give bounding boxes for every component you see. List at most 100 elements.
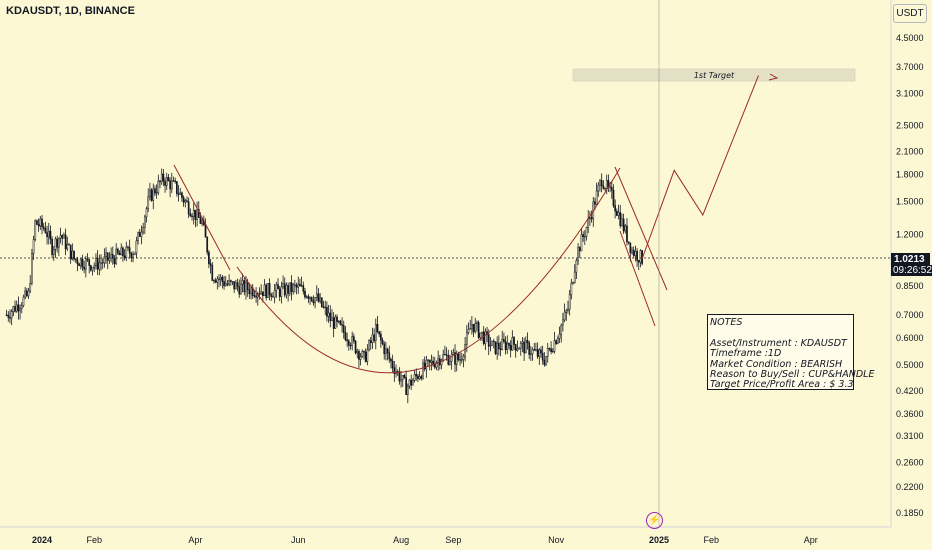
candle <box>130 253 133 258</box>
candle <box>127 246 129 248</box>
candle <box>93 265 96 268</box>
candle <box>245 281 247 293</box>
candle <box>275 284 278 291</box>
candle <box>76 259 79 265</box>
candle <box>585 227 588 237</box>
y-tick-label: 0.8500 <box>896 281 924 291</box>
candle <box>582 234 584 237</box>
candle <box>437 358 440 363</box>
candle <box>496 342 499 354</box>
candle <box>25 290 28 297</box>
candle <box>273 289 276 298</box>
candle <box>206 237 209 253</box>
candle <box>320 297 323 307</box>
candle <box>622 218 625 232</box>
handle-upper-line <box>614 166 668 291</box>
candle <box>535 349 537 351</box>
candle <box>115 248 118 264</box>
candle <box>307 296 310 300</box>
lightning-icon[interactable]: ⚡ <box>646 512 663 529</box>
candle <box>12 306 15 312</box>
target-zone[interactable] <box>572 68 856 82</box>
candle <box>36 220 38 225</box>
candle <box>236 282 239 287</box>
drawing-tools[interactable] <box>173 73 779 374</box>
candle <box>543 359 546 365</box>
candle <box>243 280 246 293</box>
candle <box>142 227 144 233</box>
candle <box>624 225 627 232</box>
candle <box>557 338 559 344</box>
candle <box>327 312 330 317</box>
candle <box>238 286 241 295</box>
candle <box>400 379 402 382</box>
candle <box>219 277 222 280</box>
candle <box>105 252 107 257</box>
y-axis[interactable]: 4.5000 3.7000 3.1000 2.5000 2.1000 1.8000 1.50… <box>890 0 924 527</box>
symbol-title[interactable]: KDAUSDT, 1D, BINANCE <box>6 5 135 17</box>
candle <box>337 320 340 322</box>
x-axis[interactable]: 2024 Feb Apr Jun Aug Sep Nov 2025 Feb Apr <box>0 526 891 545</box>
candle <box>123 255 126 258</box>
candle <box>278 288 281 297</box>
candle <box>71 250 74 260</box>
candle <box>283 283 286 296</box>
candle <box>464 344 466 357</box>
candle <box>297 283 300 288</box>
candle <box>143 216 146 228</box>
candle <box>34 220 37 240</box>
candle <box>29 283 32 292</box>
y-tick-label: 0.3100 <box>896 431 924 441</box>
candle <box>117 248 119 254</box>
x-tick-label: Sep <box>445 535 461 545</box>
y-tick-label: 2.1000 <box>896 146 924 156</box>
candle <box>401 375 404 380</box>
candle <box>513 337 515 345</box>
projection-path <box>641 75 759 260</box>
candle <box>342 325 345 333</box>
candle <box>241 280 244 285</box>
candle <box>354 340 357 354</box>
candle <box>169 180 171 190</box>
candle <box>363 350 365 353</box>
candle <box>290 282 293 293</box>
candle <box>300 285 303 287</box>
candle <box>39 218 42 227</box>
y-tick-label: 0.4200 <box>896 386 924 396</box>
candle <box>347 340 350 346</box>
candle <box>605 180 608 190</box>
candle <box>95 257 97 267</box>
y-tick-label: 0.2200 <box>896 482 924 492</box>
y-tick-label: 0.6000 <box>896 333 924 343</box>
candle <box>418 376 421 379</box>
candle <box>302 285 305 292</box>
candle <box>122 247 124 257</box>
candle <box>570 282 573 296</box>
candle <box>379 333 382 341</box>
candle <box>194 209 197 220</box>
candle <box>349 344 352 347</box>
candle <box>450 354 453 362</box>
candle <box>435 362 438 368</box>
candle <box>73 250 75 260</box>
candle <box>621 218 623 226</box>
notes-line: Timeframe :1D <box>710 348 782 360</box>
downtrend-line <box>173 164 231 271</box>
candle <box>489 345 492 347</box>
candle <box>410 379 413 386</box>
candle <box>578 247 581 252</box>
candle <box>78 263 80 267</box>
candle <box>420 376 423 379</box>
candle <box>128 247 131 254</box>
currency-button[interactable]: USDT <box>893 4 927 23</box>
candle <box>482 331 485 344</box>
candle <box>52 249 55 256</box>
candle <box>184 200 187 203</box>
candle <box>519 343 522 349</box>
candle <box>159 180 161 183</box>
notes-box[interactable]: NOTES Asset/Instrument : KDAUSDT Timefra… <box>707 314 874 390</box>
candle <box>412 380 414 386</box>
candle <box>454 352 456 365</box>
candlestick-series <box>5 168 643 404</box>
